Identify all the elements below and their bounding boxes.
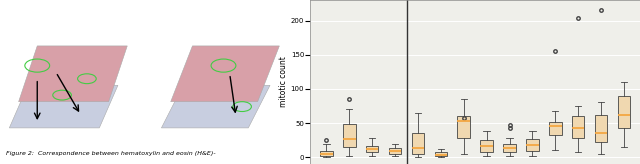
Polygon shape bbox=[10, 85, 118, 128]
PathPatch shape bbox=[595, 115, 607, 142]
Polygon shape bbox=[171, 46, 280, 102]
Y-axis label: mitotic count: mitotic count bbox=[279, 57, 288, 107]
PathPatch shape bbox=[503, 144, 516, 152]
Polygon shape bbox=[161, 85, 270, 128]
PathPatch shape bbox=[458, 116, 470, 138]
PathPatch shape bbox=[572, 116, 584, 138]
PathPatch shape bbox=[366, 146, 378, 152]
PathPatch shape bbox=[412, 133, 424, 154]
PathPatch shape bbox=[343, 124, 356, 147]
Polygon shape bbox=[19, 46, 127, 102]
PathPatch shape bbox=[526, 139, 539, 151]
Text: Figure 2:  Correspondence between hematoxylin and eosin (H&E)-: Figure 2: Correspondence between hematox… bbox=[6, 151, 216, 156]
PathPatch shape bbox=[320, 151, 333, 156]
PathPatch shape bbox=[618, 96, 630, 128]
PathPatch shape bbox=[388, 148, 401, 154]
PathPatch shape bbox=[435, 152, 447, 156]
PathPatch shape bbox=[549, 122, 562, 135]
PathPatch shape bbox=[481, 140, 493, 152]
